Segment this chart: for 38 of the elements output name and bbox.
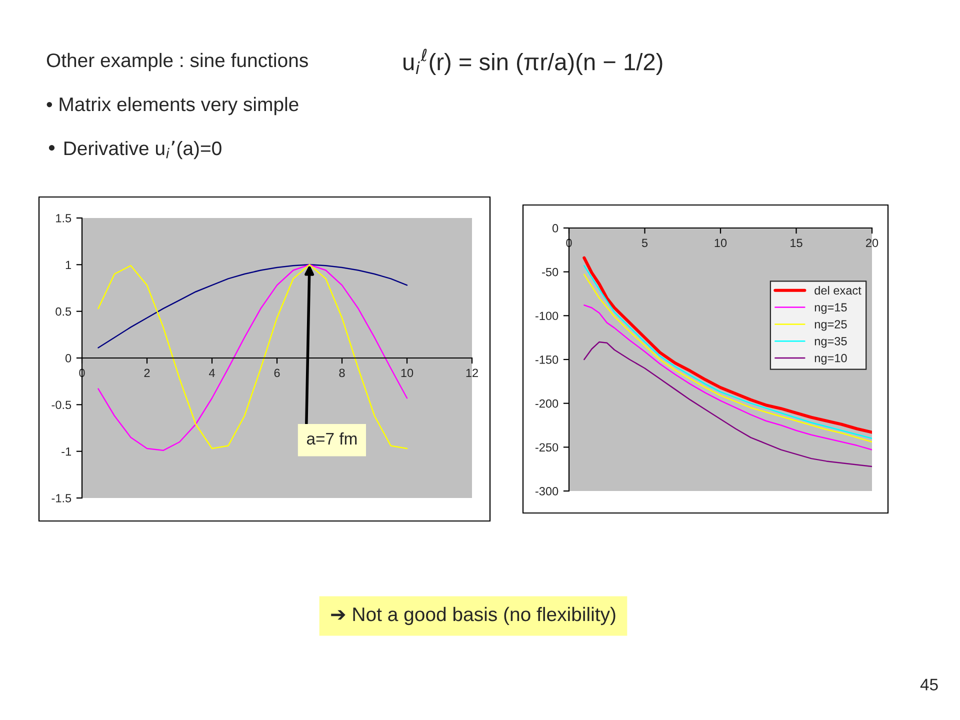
y-tick-label: -250	[535, 443, 558, 452]
x-tick-label: 2	[144, 368, 150, 377]
x-tick-label: 15	[790, 238, 802, 248]
x-tick-label: 8	[339, 368, 345, 378]
x-tick-label: 6	[274, 368, 280, 378]
x-tick-label: 10	[714, 238, 727, 248]
y-tick-label: -50	[542, 268, 558, 276]
legend-label: ng=35	[814, 337, 847, 348]
y-tick-label: 0	[65, 354, 72, 362]
y-tick-label: -150	[535, 356, 558, 364]
legend-label: del exact	[814, 286, 862, 295]
x-tick-label: 10	[401, 368, 414, 378]
y-tick-label: 1	[66, 260, 72, 269]
y-tick-label: -300	[535, 487, 558, 496]
chart-title: Other example : sine functions	[46, 52, 308, 72]
y-tick-label: 0	[552, 224, 558, 232]
legend-label: ng=25	[814, 320, 847, 331]
text: ➔ Not a good basis (no flexibility)	[331, 606, 616, 626]
y-tick-label: -0.5	[52, 400, 72, 410]
legend-label: ng=15	[814, 303, 847, 314]
y-tick-label: 1.5	[56, 214, 72, 222]
line-series	[584, 304, 872, 450]
y-tick-label: -1.5	[52, 494, 72, 502]
line-series	[98, 264, 408, 348]
x-tick-label: 4	[208, 368, 215, 377]
legend-label: ng=10	[814, 354, 847, 365]
text: u$_{i}$$^{ℓ}$(r) = sin (πr/a)(n − 1/2)	[404, 48, 662, 75]
text: • Derivative u$_{i}$’(a)=0	[48, 140, 222, 160]
text: 45	[920, 678, 938, 690]
x-tick-label: 5	[642, 238, 648, 248]
text: • Matrix elements very simple	[46, 96, 298, 116]
y-tick-label: -1	[62, 447, 72, 456]
y-tick-label: -100	[535, 312, 558, 320]
y-tick-label: -200	[535, 399, 558, 408]
annotation: a=7 fm	[306, 432, 357, 445]
x-tick-label: 20	[866, 238, 878, 248]
y-tick-label: 0.5	[56, 307, 72, 316]
x-tick-label: 12	[466, 368, 478, 377]
